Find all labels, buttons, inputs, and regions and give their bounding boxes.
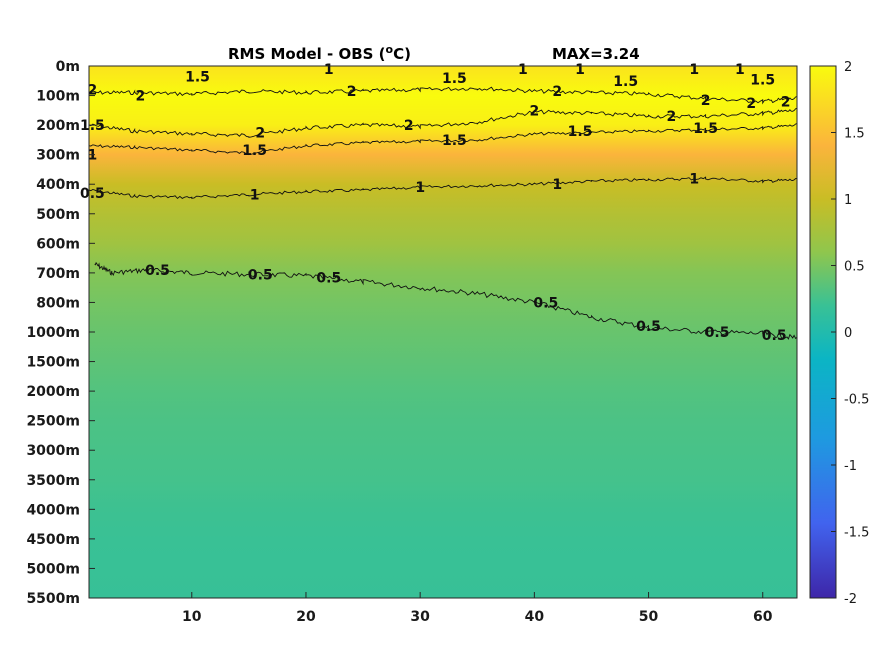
x-tick-label: 20 — [296, 609, 316, 625]
colorbar-tick-label: 0 — [844, 326, 852, 341]
contour-label: 1.5 — [80, 118, 105, 134]
colorbar-tick-label: 0.5 — [844, 260, 865, 275]
contour-label: 2 — [347, 84, 357, 100]
y-axis: 0m 100m 200m 300m 400m 500m 600m 700m 800m 1000m 1… — [26, 59, 95, 607]
contour-label: 1 — [324, 62, 334, 78]
contour-label: 0.5 — [533, 295, 558, 311]
plot-area: 1.5 11.51 11.51 11.52 2 22 2 22 22 21.51.51.5 1.51… — [80, 62, 798, 599]
y-tick-label: 3500m — [26, 473, 80, 489]
y-tick-label: 4000m — [26, 502, 80, 518]
contour-label: 1 — [552, 177, 562, 193]
contour-label: 1 — [575, 62, 585, 78]
y-tick-label: 4500m — [26, 532, 80, 548]
contour-label: 2 — [667, 109, 677, 125]
y-tick-label: 500m — [36, 207, 80, 223]
y-tick-label: 800m — [36, 295, 80, 311]
x-tick-label: 60 — [753, 609, 773, 625]
y-tick-label: 700m — [36, 266, 80, 282]
colorbar-tick-label: -0.5 — [844, 393, 869, 408]
contour-label: 1.5 — [442, 71, 467, 87]
colorbar-tick-label: 1 — [844, 193, 852, 208]
contour-label: 2 — [552, 84, 562, 100]
y-tick-label: 600m — [36, 236, 80, 252]
contour-2-lower — [89, 107, 797, 138]
contour-label: 0.5 — [145, 263, 170, 279]
contour-label: 1.5 — [750, 72, 775, 88]
contour-label: 0.5 — [80, 186, 105, 202]
colorbar-ticks: 2 1.5 1 0.5 0 -0.5 -1 -1.5 -2 — [831, 60, 869, 607]
contour-1-5 — [89, 123, 797, 156]
colorbar-tick-label: 2 — [844, 60, 852, 75]
y-tick-label: 2000m — [26, 384, 80, 400]
heatmap-field — [89, 66, 797, 598]
contour-0-5 — [94, 261, 797, 340]
colorbar-tick-label: -2 — [844, 592, 857, 607]
y-tick-label: 300m — [36, 148, 80, 164]
contour-label: 2 — [746, 96, 756, 112]
contour-2-upper — [89, 86, 797, 105]
y-tick-label: 1500m — [26, 355, 80, 371]
contour-label: 1 — [735, 62, 745, 78]
x-tick-label: 30 — [410, 609, 430, 625]
y-tick-label: 1000m — [26, 325, 80, 341]
y-tick-label: 400m — [36, 177, 80, 193]
contour-label: 1.5 — [242, 143, 267, 159]
contour-label: 1 — [689, 171, 699, 187]
x-tick-label: 40 — [525, 609, 545, 625]
contour-label: 0.5 — [705, 325, 730, 341]
y-tick-label: 2500m — [26, 414, 80, 430]
colorbar-tick-label: 1.5 — [844, 127, 865, 142]
y-tick-label: 0m — [56, 59, 80, 75]
contour-label: 2 — [701, 93, 711, 109]
title-main: RMS Model - OBS ( — [228, 45, 386, 63]
contour-label: 2 — [88, 83, 98, 99]
y-tick-label: 3000m — [26, 443, 80, 459]
contour-label: 1.5 — [442, 133, 467, 149]
contour-label: 2 — [404, 118, 414, 134]
contour-label: 2 — [136, 89, 146, 105]
contour-label: 0.5 — [248, 267, 273, 283]
contour-labels: 1.5 11.51 11.51 11.52 2 22 2 22 22 21.51.51.5 1.51… — [80, 62, 790, 344]
contour-label: 0.5 — [636, 319, 661, 335]
contour-label: 1.5 — [693, 121, 718, 137]
x-axis: 10 20 30 40 50 60 — [182, 592, 773, 625]
y-tick-label: 200m — [36, 118, 80, 134]
contour-label: 0.5 — [762, 328, 787, 344]
chart-title: RMS Model - OBS (oC) MAX=3.24 — [228, 43, 640, 63]
title-superscript: o — [386, 43, 394, 56]
colorbar-tick-label: -1 — [844, 459, 857, 474]
x-tick-label: 10 — [182, 609, 202, 625]
y-tick-label: 5500m — [26, 591, 80, 607]
x-tick-label: 50 — [639, 609, 659, 625]
contour-label: 1 — [415, 180, 425, 196]
y-tick-label: 5000m — [26, 561, 80, 577]
title-end: C) — [393, 45, 411, 63]
contour-label: 2 — [255, 126, 265, 142]
contour-label: 2 — [530, 103, 540, 119]
contour-lines — [89, 86, 797, 340]
contour-label: 1 — [250, 188, 260, 204]
contour-label: 1.5 — [185, 69, 210, 85]
contour-label: 1 — [88, 148, 98, 164]
contour-label: 2 — [781, 95, 791, 111]
contour-1 — [89, 176, 797, 200]
contour-label: 1 — [689, 62, 699, 78]
max-annotation: MAX=3.24 — [552, 45, 640, 63]
contour-label: 1 — [518, 62, 528, 78]
contour-label: 1.5 — [568, 124, 593, 140]
contour-label: 0.5 — [316, 270, 341, 286]
colorbar-tick-label: -1.5 — [844, 526, 869, 541]
svg-text:RMS Model - OBS (oC): RMS Model - OBS (oC) — [228, 43, 411, 63]
y-tick-label: 100m — [36, 89, 80, 105]
contour-label: 1.5 — [613, 74, 638, 90]
colorbar: 2 1.5 1 0.5 0 -0.5 -1 -1.5 -2 — [809, 60, 869, 607]
